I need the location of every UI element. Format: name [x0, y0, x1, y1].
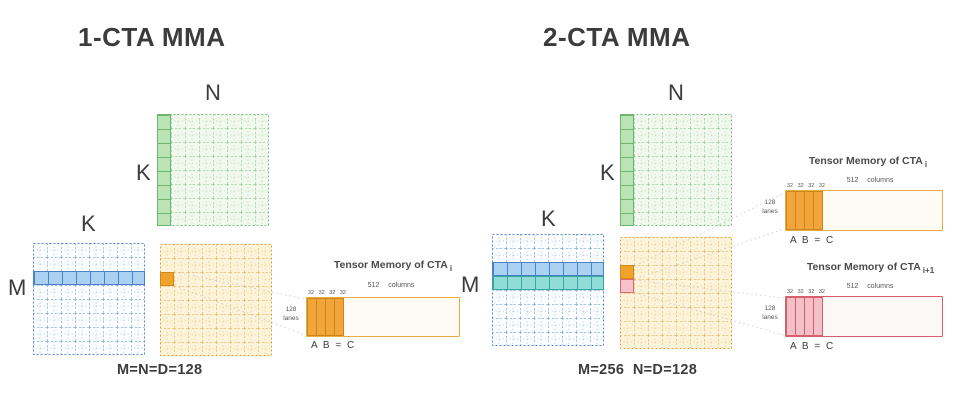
orange-cell-highlight — [160, 272, 174, 286]
n-label: N — [668, 80, 684, 105]
m-label: M — [461, 272, 480, 297]
columns-label: 512 columns — [346, 282, 436, 289]
stripe-label: 32 — [818, 289, 825, 295]
equation-label: A B = C — [790, 235, 835, 246]
columns-value: 512 — [846, 177, 859, 184]
stripe-label: 32 — [797, 289, 804, 295]
stripe-labels: 32 32 32 32 — [785, 289, 827, 295]
tensor-memory-title: Tensor Memory of CTA i — [793, 155, 943, 169]
stripe-label: 32 — [318, 290, 325, 296]
columns-value: 512 — [846, 283, 859, 290]
blue-row-highlight — [33, 271, 145, 285]
memory-stripe — [813, 297, 823, 336]
stripe-label: 32 — [808, 289, 815, 295]
stripe-labels: 32 32 32 32 — [785, 183, 827, 189]
tensor-memory-title: Tensor Memory of CTA i+1 — [793, 261, 948, 275]
orange-cell-highlight — [620, 265, 634, 279]
stripe-label: 32 — [787, 289, 794, 295]
tensor-memory-title-text: Tensor Memory of CTA — [333, 259, 448, 271]
lanes-value: 128 — [285, 306, 297, 313]
tensor-memory-title-text: Tensor Memory of CTA — [808, 155, 923, 167]
k-label: K — [81, 211, 96, 236]
tensor-memory-box — [785, 296, 943, 337]
lanes-word: lanes — [762, 207, 778, 215]
columns-label: 512 columns — [825, 283, 915, 290]
matrix-b-green — [620, 114, 732, 226]
lanes-label: 128 lanes — [278, 306, 304, 324]
teal-row-highlight — [492, 276, 604, 290]
blue-row-highlight — [492, 262, 604, 276]
stripe-label: 32 — [808, 183, 815, 189]
dims-label: M=N=D=128 — [117, 362, 203, 378]
stripe-label: 32 — [329, 290, 336, 296]
lanes-word: lanes — [762, 313, 778, 321]
columns-word: columns — [867, 177, 894, 184]
lanes-label: 128 lanes — [757, 199, 783, 217]
lanes-label: 128 lanes — [757, 305, 783, 323]
stripe-labels: 32 32 32 32 — [306, 290, 348, 296]
columns-word: columns — [388, 282, 415, 289]
tensor-memory-title-sub: i+1 — [922, 266, 935, 276]
matrix-d-orange — [620, 237, 732, 349]
matrix-b-green — [157, 114, 269, 226]
green-column-highlight — [620, 114, 634, 226]
lanes-value: 128 — [764, 199, 776, 206]
matrix-d-orange — [160, 244, 272, 356]
k-label: K — [136, 160, 151, 185]
columns-value: 512 — [367, 282, 380, 289]
matrix-a-blue — [33, 243, 145, 355]
lanes-word: lanes — [283, 314, 299, 322]
stripe-label: 32 — [818, 183, 825, 189]
tensor-memory-box — [785, 190, 943, 231]
memory-stripe — [334, 298, 344, 336]
k-label: K — [541, 206, 556, 231]
m-label: M — [8, 275, 27, 300]
lanes-value: 128 — [764, 305, 776, 312]
panel-title-1cta: 1-CTA MMA — [78, 22, 226, 52]
tensor-memory-title: Tensor Memory of CTA i — [316, 259, 470, 273]
n-label: N — [205, 80, 221, 105]
k-label: K — [600, 160, 615, 185]
pink-cell-highlight — [620, 279, 634, 293]
stripe-label: 32 — [787, 183, 794, 189]
equation-label: A B = C — [311, 340, 356, 351]
panel-title-2cta: 2-CTA MMA — [543, 22, 691, 52]
columns-word: columns — [867, 283, 894, 290]
green-column-highlight — [157, 114, 171, 226]
tensor-memory-box — [306, 297, 460, 337]
stripe-label: 32 — [339, 290, 346, 296]
matrix-a-blue — [492, 234, 604, 346]
columns-label: 512 columns — [825, 177, 915, 184]
equation-label: A B = C — [790, 341, 835, 352]
tensor-memory-title-sub: i — [924, 160, 928, 170]
tensor-memory-title-sub: i — [449, 264, 453, 274]
stripe-label: 32 — [308, 290, 315, 296]
stripe-label: 32 — [797, 183, 804, 189]
dims-label: M=256 N=D=128 — [578, 362, 698, 378]
memory-stripe — [813, 191, 823, 230]
tensor-memory-title-text: Tensor Memory of CTA — [806, 261, 921, 273]
